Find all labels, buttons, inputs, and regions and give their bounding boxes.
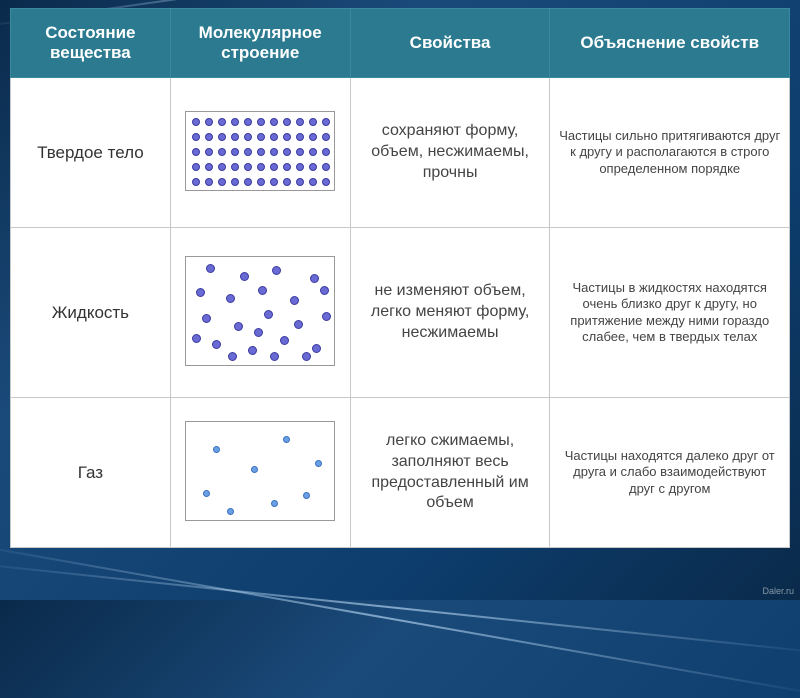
states-of-matter-table: Состояние вещества Молекулярное строение… — [10, 8, 790, 548]
col-explanation: Объяснение свойств — [550, 9, 790, 78]
particles-diagram-solid — [185, 111, 335, 191]
header-row: Состояние вещества Молекулярное строение… — [11, 9, 790, 78]
col-state: Состояние вещества — [11, 9, 171, 78]
row-label: Газ — [11, 398, 171, 548]
table-row: Газ легко сжимаемы, заполняют весь предос… — [11, 398, 790, 548]
watermark: Daler.ru — [762, 586, 794, 596]
molecular-structure-cell — [170, 78, 350, 228]
col-structure: Молекулярное строение — [170, 9, 350, 78]
row-label: Твердое тело — [11, 78, 171, 228]
molecular-structure-cell — [170, 228, 350, 398]
particles-diagram-gas — [185, 421, 335, 521]
molecular-structure-cell — [170, 398, 350, 548]
explanation-cell: Частицы сильно притягиваются друг к друг… — [550, 78, 790, 228]
row-label: Жидкость — [11, 228, 171, 398]
properties-cell: сохраняют форму, объем, несжимаемы, проч… — [350, 78, 550, 228]
explanation-cell: Частицы находятся далеко друг от друга и… — [550, 398, 790, 548]
table-row: Твердое тело сохраняют форму, объем, несж… — [11, 78, 790, 228]
properties-cell: не изменяют объем, легко меняют форму, н… — [350, 228, 550, 398]
properties-cell: легко сжимаемы, заполняют весь предостав… — [350, 398, 550, 548]
col-properties: Свойства — [350, 9, 550, 78]
explanation-cell: Частицы в жидкостях находятся очень близ… — [550, 228, 790, 398]
table-row: Жидкость не изменяют объем, легко меняют … — [11, 228, 790, 398]
particles-diagram-liquid — [185, 256, 335, 366]
